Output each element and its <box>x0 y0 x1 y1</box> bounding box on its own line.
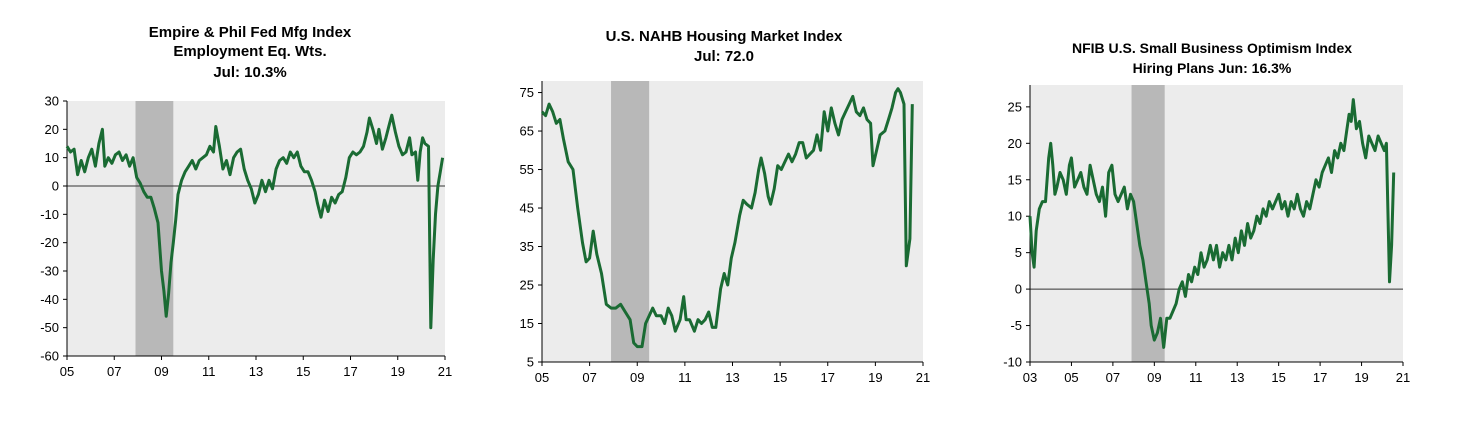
x-tick-label: 09 <box>154 364 168 379</box>
y-tick-label: 15 <box>1008 172 1022 187</box>
x-tick-label: 09 <box>630 370 644 385</box>
y-tick-label: 10 <box>1008 209 1022 224</box>
y-tick-label: 5 <box>527 355 534 370</box>
series-line-nfib <box>1028 98 1396 349</box>
chart-svg-empire-philfed: Empire & Phil Fed Mfg Index Employment Eq… <box>40 24 452 379</box>
x-tick-label: 21 <box>1396 370 1410 385</box>
x-tick-label: 13 <box>725 370 739 385</box>
y-tick-label: 25 <box>1008 99 1022 114</box>
y-tick-label: 0 <box>52 179 59 194</box>
x-tick-label: 05 <box>535 370 549 385</box>
x-tick-label: 19 <box>1354 370 1368 385</box>
y-tick-label: 45 <box>520 201 534 216</box>
chart-title-line-2: Hiring Plans Jun: 16.3% <box>1133 60 1292 76</box>
chart-svg-nahb: U.S. NAHB Housing Market Index Jul: 72.0 7… <box>520 28 931 385</box>
x-tick-label: 09 <box>1147 370 1161 385</box>
y-tick-label: -10 <box>40 207 59 222</box>
x-tick-label: 19 <box>391 364 405 379</box>
y-tick-label: -60 <box>40 349 59 364</box>
x-tick-label: 05 <box>60 364 74 379</box>
y-tick-label: 35 <box>520 239 534 254</box>
y-tick-label: 30 <box>45 94 59 109</box>
y-tick-label: 15 <box>520 316 534 331</box>
series-line-nahb <box>540 87 914 349</box>
x-tick-label: 17 <box>343 364 357 379</box>
y-tick-label: 20 <box>45 122 59 137</box>
x-tick-label: 17 <box>1313 370 1327 385</box>
chart-panel-empire-philfed: Empire & Phil Fed Mfg Index Employment Eq… <box>0 0 480 421</box>
y-tick-label: -10 <box>1003 355 1022 370</box>
x-tick-label: 07 <box>582 370 596 385</box>
x-tick-label: 11 <box>1189 370 1203 385</box>
chart-title-line-1: U.S. NAHB Housing Market Index <box>606 28 843 45</box>
x-tick-label: 21 <box>438 364 452 379</box>
chart-panel-nahb: U.S. NAHB Housing Market Index Jul: 72.0 7… <box>480 0 960 421</box>
y-tick-label: 75 <box>520 85 534 100</box>
y-tick-label: 55 <box>520 162 534 177</box>
chart-title-line-1: Empire & Phil Fed Mfg Index <box>149 24 352 41</box>
plot-background <box>542 81 923 362</box>
y-tick-label: 20 <box>1008 136 1022 151</box>
x-tick-label: 19 <box>868 370 882 385</box>
chart-title-line-2: Employment Eq. Wts. <box>173 43 326 60</box>
series-line-empire-philfed <box>65 113 445 330</box>
x-tick-label: 05 <box>1064 370 1078 385</box>
x-tick-label: 03 <box>1023 370 1037 385</box>
recession-band <box>135 101 174 356</box>
chart-title-line-3: Jul: 10.3% <box>213 64 286 81</box>
y-tick-label: 10 <box>45 150 59 165</box>
recession-band <box>611 81 650 362</box>
plot-background <box>67 101 445 356</box>
y-tick-label: -30 <box>40 264 59 279</box>
x-tick-label: 21 <box>916 370 930 385</box>
x-tick-label: 11 <box>678 370 692 385</box>
x-tick-label: 17 <box>821 370 835 385</box>
y-tick-label: 65 <box>520 124 534 139</box>
chart-panel-nfib: NFIB U.S. Small Business Optimism Index H… <box>960 0 1484 421</box>
x-tick-label: 15 <box>773 370 787 385</box>
x-tick-label: 15 <box>296 364 310 379</box>
x-tick-label: 11 <box>202 364 216 379</box>
x-tick-label: 15 <box>1271 370 1285 385</box>
y-tick-label: -5 <box>1010 318 1022 333</box>
y-tick-label: 0 <box>1015 282 1022 297</box>
x-tick-label: 07 <box>1106 370 1120 385</box>
x-tick-label: 13 <box>249 364 263 379</box>
y-tick-label: 25 <box>520 278 534 293</box>
y-tick-label: -40 <box>40 292 59 307</box>
chart-title-line-1: NFIB U.S. Small Business Optimism Index <box>1072 40 1352 56</box>
chart-svg-nfib: NFIB U.S. Small Business Optimism Index H… <box>1003 40 1410 385</box>
y-tick-label: -50 <box>40 320 59 335</box>
x-tick-label: 07 <box>107 364 121 379</box>
y-tick-label: 5 <box>1015 245 1022 260</box>
plot-background <box>1030 85 1403 362</box>
y-tick-label: -20 <box>40 235 59 250</box>
chart-title-line-2: Jul: 72.0 <box>694 48 754 65</box>
x-tick-label: 13 <box>1230 370 1244 385</box>
